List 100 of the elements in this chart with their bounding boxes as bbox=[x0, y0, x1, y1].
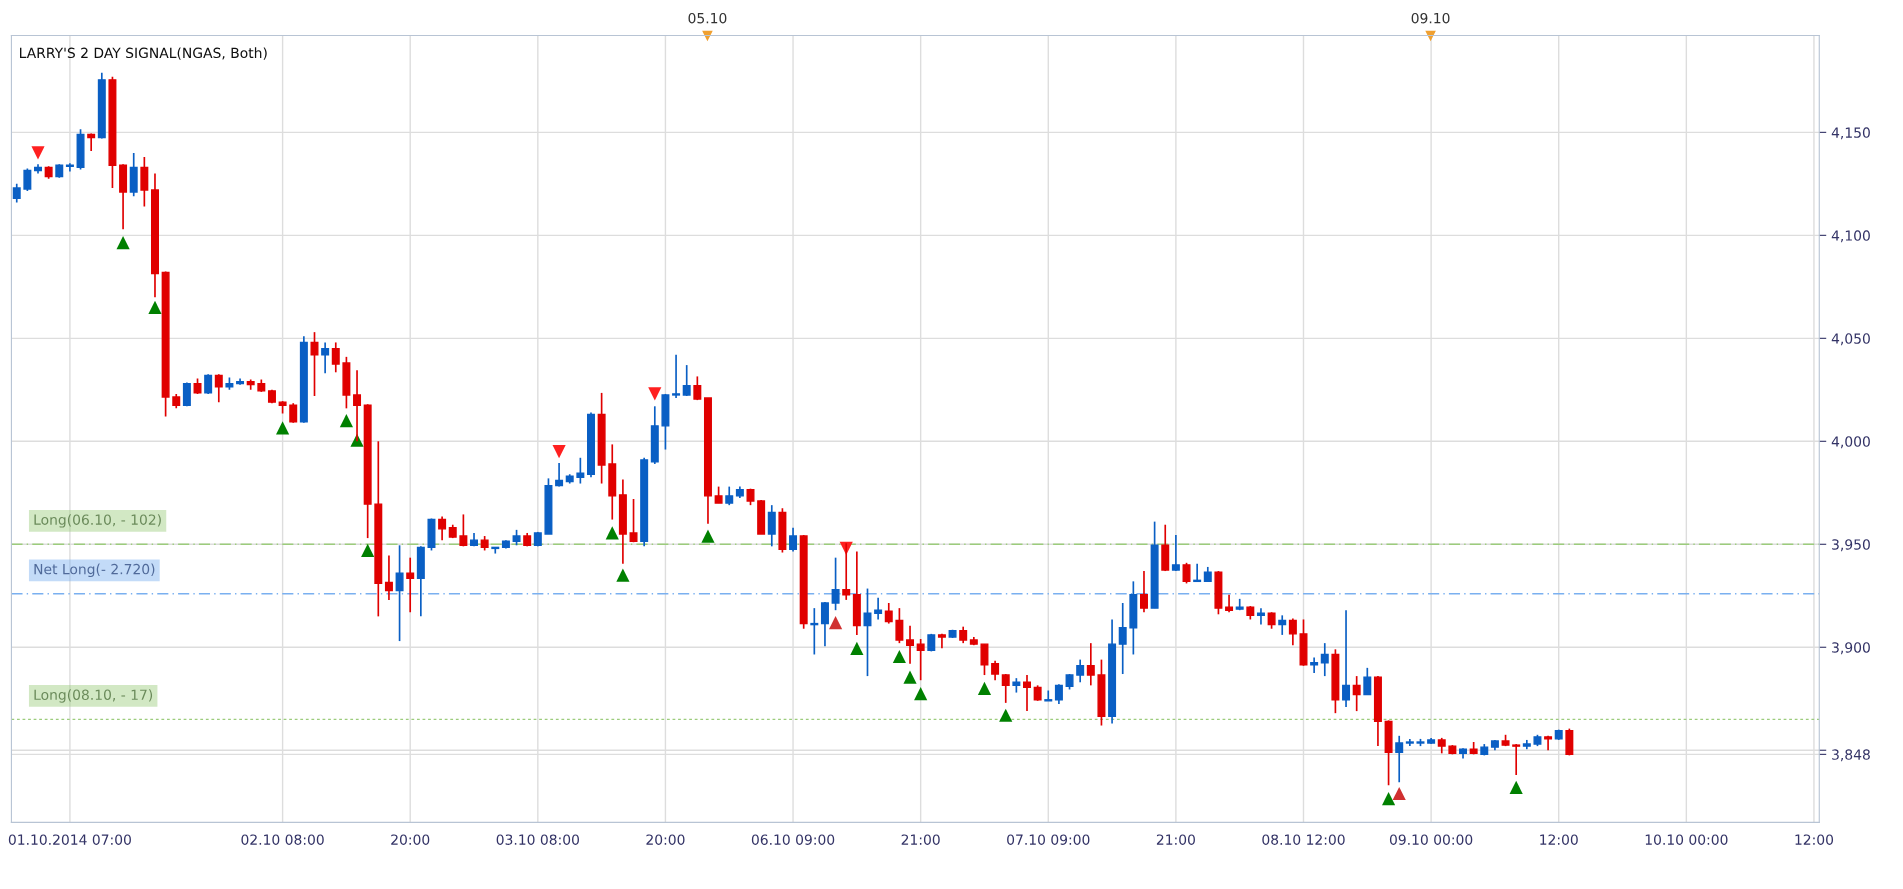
candlestick bbox=[1342, 609, 1351, 708]
candlestick bbox=[140, 156, 149, 208]
candlestick bbox=[1118, 602, 1127, 675]
candlestick bbox=[1395, 734, 1404, 783]
y-tick-label: 3,848 bbox=[1832, 749, 1870, 762]
point bbox=[361, 543, 375, 558]
candlestick bbox=[1023, 674, 1031, 712]
candlestick bbox=[980, 643, 989, 676]
text: 09.10 bbox=[1411, 12, 1450, 24]
x-tick-label: 06.10 09:00 bbox=[751, 834, 835, 845]
candlestick bbox=[725, 485, 734, 506]
candlestick bbox=[204, 373, 213, 395]
candlestick bbox=[459, 513, 468, 548]
candlestick bbox=[767, 504, 776, 548]
y-tick-label: 4,100 bbox=[1831, 230, 1870, 243]
candlestick bbox=[406, 556, 415, 614]
candlestick bbox=[1363, 667, 1372, 696]
point bbox=[148, 300, 162, 315]
candlestick bbox=[1139, 570, 1148, 614]
candlestick bbox=[491, 546, 500, 555]
point bbox=[339, 414, 353, 428]
point bbox=[999, 708, 1013, 722]
candlestick bbox=[1054, 683, 1063, 705]
candlestick bbox=[23, 167, 32, 192]
candlestick bbox=[863, 587, 872, 677]
x-tick-label: 02.10 08:00 bbox=[241, 834, 324, 845]
candlestick bbox=[1310, 656, 1319, 674]
x-tick-label: 01.10.2014 07:00 bbox=[8, 834, 131, 845]
candlestick bbox=[1044, 689, 1053, 702]
candlestick bbox=[629, 498, 638, 544]
ref-line-label: Long(06.10, - 102) bbox=[34, 514, 161, 528]
candlestick bbox=[1076, 658, 1085, 684]
candlestick bbox=[353, 369, 362, 443]
candlestick bbox=[1288, 617, 1297, 647]
point bbox=[701, 529, 715, 543]
point bbox=[648, 387, 662, 401]
candlestick bbox=[916, 638, 925, 682]
candlestick bbox=[395, 544, 404, 642]
candlestick bbox=[12, 183, 21, 204]
candlestick bbox=[842, 542, 851, 601]
candlestick bbox=[810, 607, 819, 656]
candlestick bbox=[874, 596, 883, 621]
x-tick-label: 12:00 bbox=[1795, 834, 1834, 845]
candlestick bbox=[789, 526, 798, 553]
point bbox=[892, 649, 906, 664]
candlestick bbox=[438, 515, 447, 541]
candlestick bbox=[682, 364, 691, 397]
candlestick bbox=[672, 353, 681, 399]
candlestick bbox=[87, 132, 96, 152]
candlestick bbox=[384, 554, 393, 601]
candlestick bbox=[214, 373, 223, 404]
point bbox=[616, 568, 630, 582]
y-tick-label: 3,950 bbox=[1832, 539, 1870, 552]
x-tick-label: 12:00 bbox=[1540, 834, 1578, 845]
point bbox=[850, 641, 864, 655]
candlestick bbox=[1512, 743, 1521, 776]
point bbox=[1392, 786, 1406, 801]
candlestick bbox=[1565, 727, 1574, 757]
text: 05.10 bbox=[688, 12, 727, 24]
y-tick-label: 4,000 bbox=[1831, 436, 1870, 449]
candlestick bbox=[884, 602, 893, 625]
candlestick bbox=[576, 456, 585, 485]
candlestick bbox=[555, 462, 564, 488]
candlestick bbox=[1256, 607, 1265, 626]
candlestick bbox=[1278, 614, 1287, 636]
text: LARRY'S 2 DAY SIGNAL(NGAS, Both) bbox=[20, 47, 267, 60]
point bbox=[552, 445, 566, 459]
candlestick bbox=[321, 341, 330, 375]
candlestick bbox=[831, 556, 840, 612]
ref-line-label: Net Long(- 2.720) bbox=[34, 563, 155, 578]
point bbox=[605, 526, 619, 540]
candlestick bbox=[1182, 561, 1191, 585]
x-tick-label: 07.10 09:00 bbox=[1007, 834, 1090, 845]
x-tick-label: 09.10 00:00 bbox=[1389, 834, 1473, 845]
candlestick bbox=[289, 402, 298, 424]
point bbox=[903, 670, 917, 684]
x-tick-label: 21:00 bbox=[1156, 834, 1195, 845]
x-tick-label: 20:00 bbox=[646, 834, 685, 845]
x-tick-label: 20:00 bbox=[391, 834, 430, 845]
candlestick bbox=[1001, 673, 1010, 704]
point bbox=[1509, 780, 1523, 794]
candlestick bbox=[991, 659, 1000, 682]
point bbox=[914, 687, 928, 701]
point bbox=[276, 421, 290, 435]
x-tick-label: 03.10 08:00 bbox=[496, 834, 579, 845]
point bbox=[31, 146, 45, 160]
candlestick bbox=[906, 624, 915, 665]
x-tick-label: 21:00 bbox=[901, 834, 940, 845]
point bbox=[829, 615, 843, 630]
candlestick bbox=[1320, 642, 1329, 677]
ref-line-label: Long(08.10, - 17) bbox=[34, 689, 153, 703]
x-tick-label: 08.10 12:00 bbox=[1262, 834, 1345, 845]
point bbox=[1381, 792, 1396, 806]
point bbox=[977, 681, 992, 696]
candlestick bbox=[1086, 642, 1095, 687]
candlestick bbox=[1171, 534, 1180, 572]
candlestick bbox=[820, 601, 829, 648]
candlestick bbox=[331, 341, 340, 374]
y-tick-label: 4,150 bbox=[1831, 127, 1870, 140]
y-tick-label: 4,050 bbox=[1831, 333, 1870, 346]
